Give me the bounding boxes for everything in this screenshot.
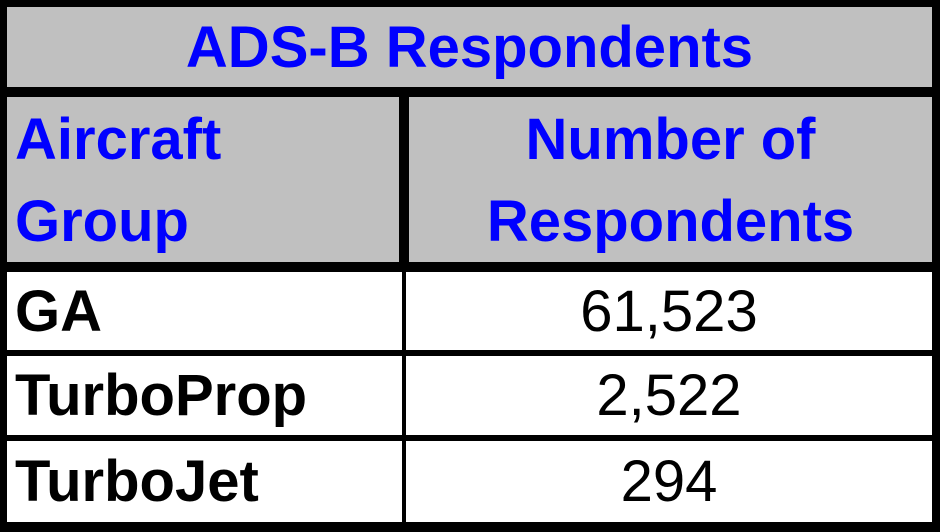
row-label-ga: GA (7, 272, 402, 350)
row-label-turbojet: TurboJet (7, 441, 402, 522)
row-value-turbojet: 294 (406, 441, 932, 522)
column-header-number-of-respondents: Number of Respondents (409, 97, 932, 262)
column-header-aircraft-group: Aircraft Group (7, 97, 399, 262)
row-value-ga: 61,523 (406, 272, 932, 350)
table-title: ADS-B Respondents (7, 7, 932, 87)
row-label-turboprop: TurboProp (7, 356, 402, 435)
row-value-turboprop: 2,522 (406, 356, 932, 435)
